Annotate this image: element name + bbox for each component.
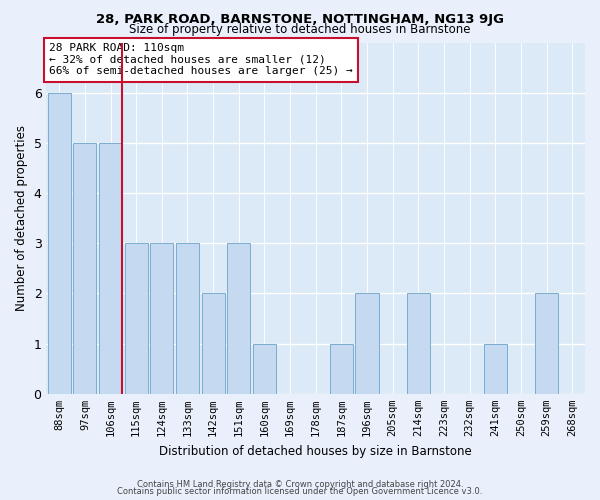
Bar bbox=[47, 92, 71, 394]
Y-axis label: Number of detached properties: Number of detached properties bbox=[15, 125, 28, 311]
Bar bbox=[253, 344, 276, 394]
Bar bbox=[202, 294, 224, 394]
Bar bbox=[176, 243, 199, 394]
Bar bbox=[330, 344, 353, 394]
Bar bbox=[535, 294, 558, 394]
Text: 28 PARK ROAD: 110sqm
← 32% of detached houses are smaller (12)
66% of semi-detac: 28 PARK ROAD: 110sqm ← 32% of detached h… bbox=[49, 43, 353, 76]
Bar bbox=[484, 344, 507, 394]
Bar bbox=[227, 243, 250, 394]
Text: 28, PARK ROAD, BARNSTONE, NOTTINGHAM, NG13 9JG: 28, PARK ROAD, BARNSTONE, NOTTINGHAM, NG… bbox=[96, 12, 504, 26]
Bar bbox=[99, 143, 122, 394]
Bar bbox=[150, 243, 173, 394]
Text: Contains public sector information licensed under the Open Government Licence v3: Contains public sector information licen… bbox=[118, 488, 482, 496]
Bar bbox=[125, 243, 148, 394]
Text: Size of property relative to detached houses in Barnstone: Size of property relative to detached ho… bbox=[129, 22, 471, 36]
X-axis label: Distribution of detached houses by size in Barnstone: Distribution of detached houses by size … bbox=[160, 444, 472, 458]
Text: Contains HM Land Registry data © Crown copyright and database right 2024.: Contains HM Land Registry data © Crown c… bbox=[137, 480, 463, 489]
Bar bbox=[73, 143, 97, 394]
Bar bbox=[355, 294, 379, 394]
Bar bbox=[407, 294, 430, 394]
